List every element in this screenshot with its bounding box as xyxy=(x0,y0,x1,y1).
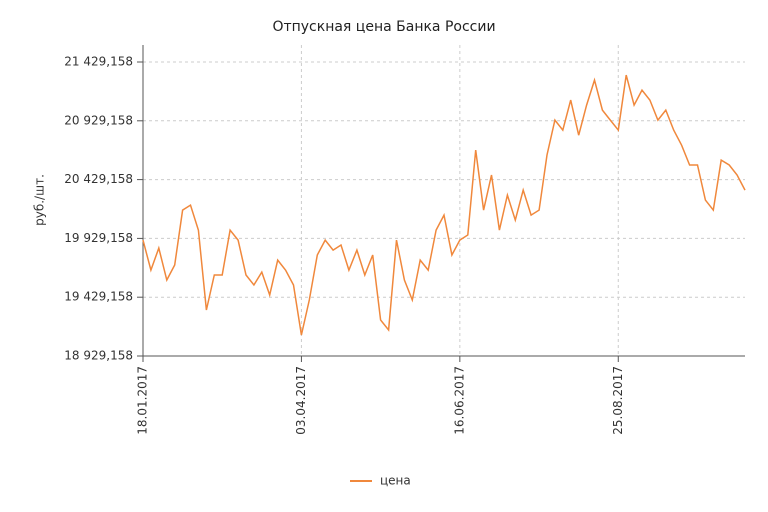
y-tick-label: 20 929,158 xyxy=(64,113,133,127)
y-tick-label: 19 429,158 xyxy=(64,290,133,304)
y-tick-label: 18 929,158 xyxy=(64,349,133,363)
y-tick-label: 19 929,158 xyxy=(64,231,133,245)
y-axis-label: руб./шт. xyxy=(33,174,47,226)
chart-title: Отпускная цена Банка России xyxy=(272,19,495,35)
line-series xyxy=(142,74,746,336)
x-tick-label: 16.06.2017 xyxy=(452,366,466,435)
x-tick-label: 03.04.2017 xyxy=(294,366,308,435)
y-tick-label: 20 429,158 xyxy=(64,172,133,186)
y-tick-label: 21 429,158 xyxy=(64,55,133,69)
legend-label: цена xyxy=(380,474,411,488)
x-tick-label: 25.08.2017 xyxy=(611,366,625,435)
x-tick-label: 18.01.2017 xyxy=(136,366,150,435)
